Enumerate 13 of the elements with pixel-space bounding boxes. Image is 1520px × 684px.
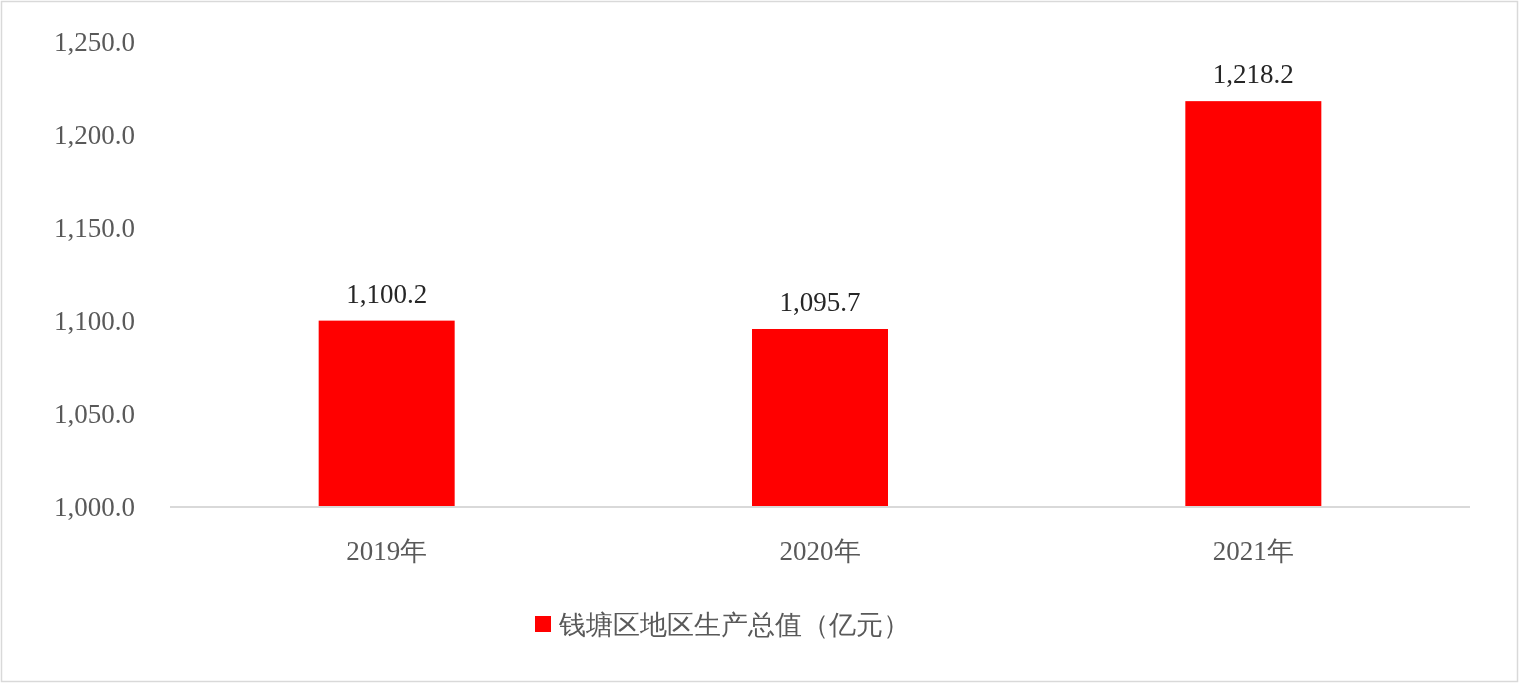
y-tick-label: 1,200.0 — [54, 120, 135, 150]
x-tick-label: 2021年 — [1212, 536, 1294, 566]
y-tick-label: 1,250.0 — [54, 27, 135, 57]
y-tick-label: 1,150.0 — [54, 213, 135, 243]
x-tick-label: 2020年 — [779, 536, 861, 566]
data-label: 1,100.2 — [346, 278, 428, 309]
y-tick-label: 1,050.0 — [54, 399, 135, 429]
data-label: 1,218.2 — [1212, 59, 1294, 90]
legend-label: 钱塘区地区生产总值（亿元） — [558, 610, 910, 640]
y-tick-label: 1,100.0 — [54, 306, 135, 336]
data-label: 1,095.7 — [779, 287, 861, 317]
y-tick-label: 1,000.0 — [54, 492, 135, 522]
x-tick-label: 2019年 — [346, 536, 428, 566]
